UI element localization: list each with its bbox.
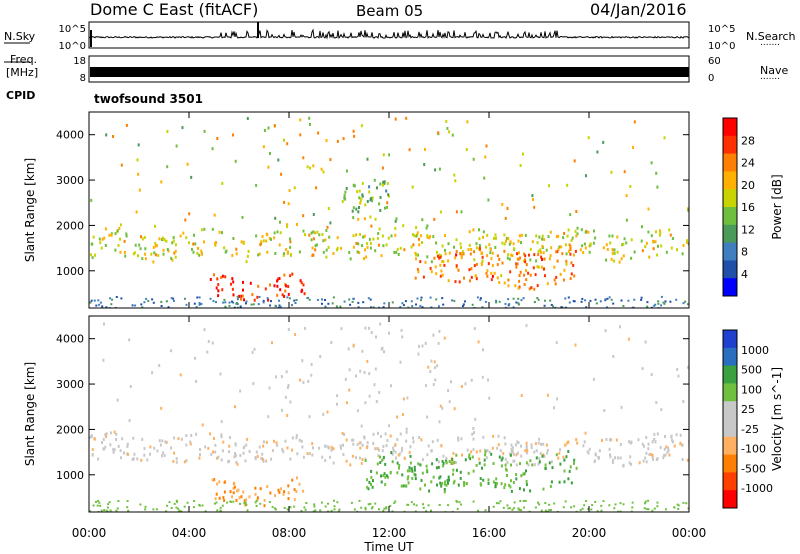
velocity-ytick-label: 2000	[56, 423, 84, 436]
freq-bar	[90, 67, 689, 77]
velocity-ylabel: Slant Range [km]	[23, 362, 37, 466]
nave-label: Nave	[760, 64, 789, 77]
power-colorbar-label: Power [dB]	[770, 174, 784, 239]
power-colorbar-swatch	[723, 260, 737, 279]
velocity-colorbar-swatch	[723, 419, 737, 438]
velocity-colorbar-tick-label: 1000	[741, 344, 769, 357]
power-colorbar-tick-label: 4	[741, 268, 748, 281]
power-colorbar-tick-label: 8	[741, 246, 748, 259]
velocity-colorbar-swatch	[723, 436, 737, 456]
page-title: Dome C East (fitACF)	[90, 0, 259, 19]
power-colorbar-swatch	[723, 118, 737, 137]
noise-left-tick: 10^0	[59, 41, 86, 52]
velocity-colorbar-tick-label: 100	[741, 383, 762, 396]
nave-right-tick: 0	[708, 73, 714, 84]
freq-label-line1: Freq.	[10, 53, 38, 66]
power-colorbar-swatch	[723, 207, 737, 226]
xtick-label: 12:00	[372, 526, 407, 540]
nave-dots: .......	[760, 72, 781, 82]
power-colorbar-tick-label: 12	[741, 223, 755, 236]
freq-panel-frame	[88, 55, 690, 83]
xaxis-label: Time UT	[363, 540, 414, 554]
noise-panel-frame	[88, 21, 690, 49]
velocity-colorbar-swatch	[723, 472, 737, 491]
power-panel-plot	[89, 116, 689, 308]
power-panel-frame	[88, 111, 690, 309]
xtick-label: 04:00	[172, 526, 207, 540]
velocity-panel-frame	[88, 315, 690, 513]
velocity-colorbar-tick-label: 500	[741, 364, 762, 377]
nsearch-dots: .......	[760, 38, 781, 48]
xtick-label: 00:00	[72, 526, 107, 540]
nave-right-tick: 60	[708, 56, 721, 67]
velocity-colorbar-tick-label: -25	[741, 423, 759, 436]
power-ytick-label: 2000	[56, 219, 84, 232]
velocity-colorbar-frame	[722, 329, 738, 509]
power-colorbar-tick-label: 28	[741, 134, 755, 147]
cpid-label: CPID	[6, 89, 36, 102]
xtick-label: 00:00	[672, 526, 707, 540]
velocity-ytick-label: 1000	[56, 469, 84, 482]
power-colorbar-swatch	[723, 135, 737, 155]
velocity-colorbar-swatch	[723, 365, 737, 384]
noise-left-tick: 10^5	[59, 24, 86, 35]
power-colorbar-swatch	[723, 171, 737, 190]
velocity-colorbar-swatch	[723, 347, 737, 367]
nsearch-label: N.Search	[746, 30, 796, 43]
velocity-colorbar-tick-label: 25	[741, 403, 755, 416]
xtick-label: 16:00	[472, 526, 507, 540]
velocity-colorbar-swatch	[723, 454, 737, 473]
freq-left-tick: 18	[73, 56, 86, 67]
power-colorbar-tick-label: 16	[741, 201, 755, 214]
power-ytick-label: 4000	[56, 129, 84, 142]
power-colorbar-swatch	[723, 242, 737, 261]
velocity-ytick-label: 4000	[56, 333, 84, 346]
beam-label: Beam 05	[356, 2, 424, 20]
freq-panel-plot	[90, 67, 689, 77]
velocity-colorbar-swatch	[723, 490, 737, 509]
noise-right-tick: 10^0	[708, 41, 735, 52]
power-colorbar-tick-label: 20	[741, 179, 755, 192]
freq-label-line2: [MHz]	[6, 66, 39, 79]
power-ytick-label: 1000	[56, 265, 84, 278]
power-colorbar-swatch	[723, 224, 737, 244]
xtick-label: 08:00	[272, 526, 307, 540]
freq-left-tick: 8	[80, 73, 86, 84]
power-ytick-label: 3000	[56, 174, 84, 187]
velocity-colorbar-label: Velocity [m s^-1]	[770, 367, 784, 471]
nsky-label: N.Sky	[4, 30, 36, 43]
velocity-colorbar-swatch	[723, 401, 737, 420]
velocity-colorbar-tick-label: -1000	[741, 482, 773, 495]
xtick-label: 20:00	[572, 526, 607, 540]
power-colorbar-tick-label: 24	[741, 157, 755, 170]
velocity-colorbar-swatch	[723, 383, 737, 402]
noise-panel-plot	[88, 22, 690, 47]
panel-frames	[88, 21, 738, 513]
cpid-value: twofsound 3501	[94, 92, 203, 106]
velocity-colorbar-tick-label: -100	[741, 443, 766, 456]
power-colorbar-swatch	[723, 189, 737, 208]
velocity-ytick-label: 3000	[56, 378, 84, 391]
date-label: 04/Jan/2016	[590, 0, 687, 19]
axis-labels: 10^510^010^510^0188600400030002000100040…	[4, 24, 784, 554]
power-ylabel: Slant Range [km]	[23, 158, 37, 262]
velocity-panel-plot	[89, 322, 689, 512]
power-colorbar-frame	[722, 117, 738, 297]
power-colorbar-swatch	[723, 153, 737, 172]
noise-trace	[88, 28, 690, 40]
power-colorbar-swatch	[723, 278, 737, 297]
velocity-colorbar-swatch	[723, 330, 737, 349]
noise-right-tick: 10^5	[708, 24, 735, 35]
velocity-colorbar-tick-label: -500	[741, 462, 766, 475]
